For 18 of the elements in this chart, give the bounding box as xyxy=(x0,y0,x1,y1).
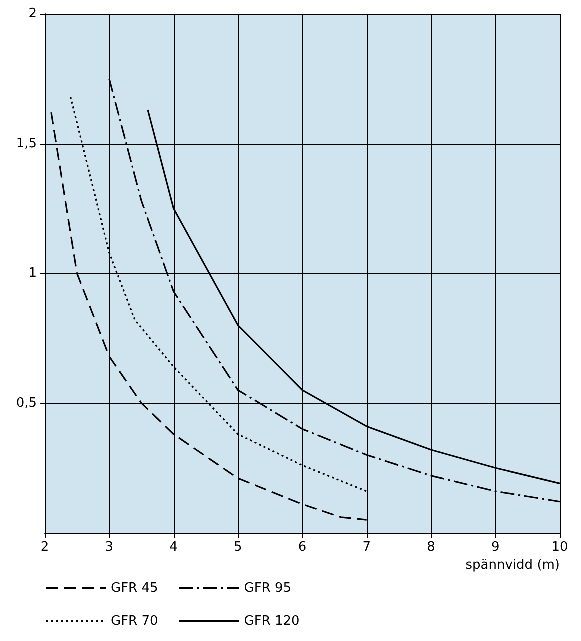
y-tick-label: 2 xyxy=(28,6,37,22)
x-tick-label: 10 xyxy=(552,540,568,555)
legend-label: GFR 120 xyxy=(244,614,300,629)
legend-label: GFR 95 xyxy=(244,581,292,596)
y-tick-label: 1,5 xyxy=(16,136,37,152)
y-tick-label: 1 xyxy=(28,266,37,281)
x-tick-label: 8 xyxy=(427,540,436,555)
y-tick-label: 0,5 xyxy=(16,396,37,411)
x-axis-title: spännvidd (m) xyxy=(466,558,560,573)
x-tick-label: 2 xyxy=(40,540,50,555)
x-tick-label: 6 xyxy=(298,540,307,555)
legend-label: GFR 45 xyxy=(111,581,158,596)
x-tick-label: 3 xyxy=(105,540,114,555)
x-tick-label: 9 xyxy=(491,540,500,555)
x-tick-label: 4 xyxy=(170,540,178,555)
x-tick-label: 7 xyxy=(362,540,372,555)
x-tick-label: 5 xyxy=(234,540,242,555)
legend-label: GFR 70 xyxy=(111,614,158,629)
